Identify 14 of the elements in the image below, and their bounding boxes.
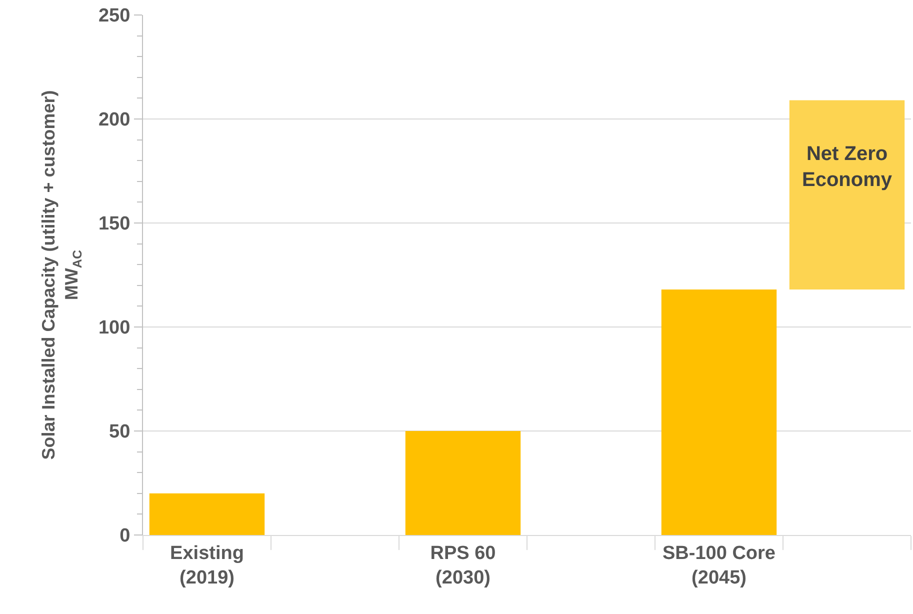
- y-tick-label: 200: [98, 110, 130, 131]
- x-tick-label: RPS 60 (2030): [430, 542, 496, 588]
- bar: [405, 431, 521, 535]
- x-tick-label: SB-100 Core (2045): [662, 542, 776, 588]
- annotation: Net Zero Economy: [802, 143, 893, 191]
- y-tick-label: 150: [98, 214, 130, 235]
- bar: [149, 493, 265, 535]
- bar: [661, 290, 777, 535]
- y-tick-label: 50: [109, 422, 130, 443]
- y-tick-label: 0: [120, 526, 130, 547]
- y-tick-label: 100: [98, 318, 130, 339]
- bar: [789, 100, 905, 290]
- x-tick-label: Existing (2019): [170, 542, 244, 588]
- y-tick-label: 250: [98, 6, 130, 27]
